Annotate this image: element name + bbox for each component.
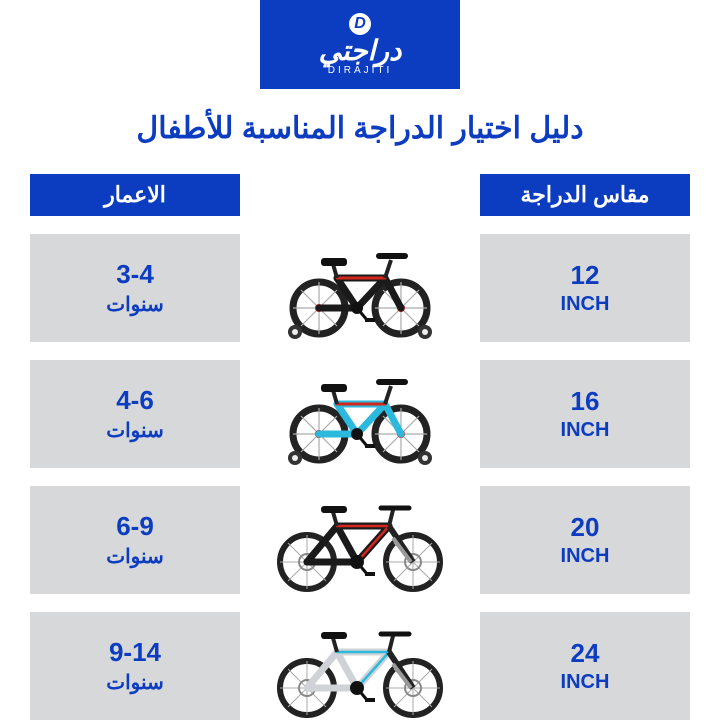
bike-illustration bbox=[260, 360, 460, 468]
age-unit: سنوات bbox=[106, 670, 164, 695]
bike-illustration bbox=[260, 612, 460, 720]
size-guide-rows: 3-4سنوات bbox=[30, 234, 690, 720]
bike-illustration bbox=[260, 234, 460, 342]
size-unit: INCH bbox=[561, 293, 610, 316]
size-value: 20 bbox=[571, 512, 600, 543]
size-cell: 20INCH bbox=[480, 486, 690, 594]
age-range: 3-4 bbox=[116, 259, 154, 290]
age-range: 9-14 bbox=[109, 637, 161, 668]
brand-logo-icon: D bbox=[349, 13, 371, 35]
brand-name-en: DIRAJITI bbox=[328, 65, 393, 76]
size-value: 24 bbox=[571, 638, 600, 669]
age-range: 4-6 bbox=[116, 385, 154, 416]
age-unit: سنوات bbox=[106, 418, 164, 443]
size-cell: 24INCH bbox=[480, 612, 690, 720]
page-title: دليل اختيار الدراجة المناسبة للأطفال bbox=[136, 111, 583, 146]
size-guide-row: 4-6سنوات bbox=[30, 360, 690, 468]
age-cell: 6-9سنوات bbox=[30, 486, 240, 594]
size-guide-row: 3-4سنوات bbox=[30, 234, 690, 342]
column-headers: الاعمار مقاس الدراجة bbox=[30, 174, 690, 216]
size-unit: INCH bbox=[561, 419, 610, 442]
age-range: 6-9 bbox=[116, 511, 154, 542]
age-unit: سنوات bbox=[106, 292, 164, 317]
size-cell: 12INCH bbox=[480, 234, 690, 342]
header-ages: الاعمار bbox=[30, 174, 240, 216]
header-size: مقاس الدراجة bbox=[480, 174, 690, 216]
size-value: 16 bbox=[571, 386, 600, 417]
age-cell: 3-4سنوات bbox=[30, 234, 240, 342]
bike-illustration bbox=[260, 486, 460, 594]
age-cell: 4-6سنوات bbox=[30, 360, 240, 468]
brand-logo-bar: D دراجتي DIRAJITI bbox=[260, 0, 460, 89]
size-cell: 16INCH bbox=[480, 360, 690, 468]
age-cell: 9-14سنوات bbox=[30, 612, 240, 720]
brand-name-ar: دراجتي bbox=[319, 37, 402, 65]
size-guide-row: 9-14سنوات bbox=[30, 612, 690, 720]
age-unit: سنوات bbox=[106, 544, 164, 569]
size-unit: INCH bbox=[561, 671, 610, 694]
size-value: 12 bbox=[571, 260, 600, 291]
size-guide-row: 6-9سنوات bbox=[30, 486, 690, 594]
size-unit: INCH bbox=[561, 545, 610, 568]
